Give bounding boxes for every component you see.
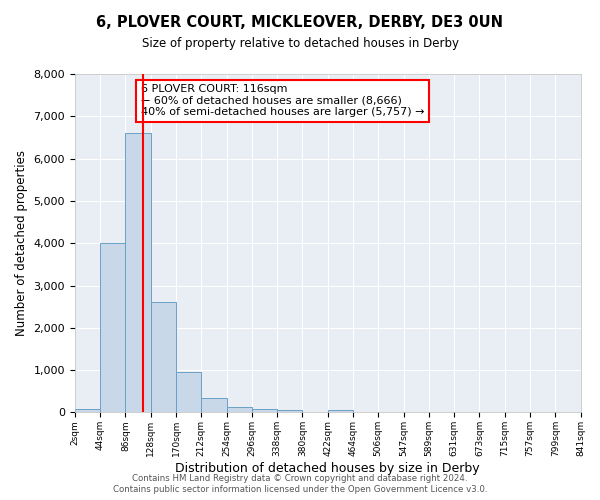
Bar xyxy=(100,243,125,412)
Y-axis label: Number of detached properties: Number of detached properties xyxy=(15,150,28,336)
Bar xyxy=(75,410,100,412)
Bar xyxy=(277,410,302,412)
Text: 6, PLOVER COURT, MICKLEOVER, DERBY, DE3 0UN: 6, PLOVER COURT, MICKLEOVER, DERBY, DE3 … xyxy=(97,15,503,30)
Text: 6 PLOVER COURT: 116sqm
← 60% of detached houses are smaller (8,666)
40% of semi-: 6 PLOVER COURT: 116sqm ← 60% of detached… xyxy=(140,84,424,117)
Bar xyxy=(227,406,252,412)
Bar xyxy=(252,410,277,412)
X-axis label: Distribution of detached houses by size in Derby: Distribution of detached houses by size … xyxy=(175,462,480,475)
Bar xyxy=(328,410,353,412)
Text: Contains HM Land Registry data © Crown copyright and database right 2024.
Contai: Contains HM Land Registry data © Crown c… xyxy=(113,474,487,494)
Bar xyxy=(125,133,151,412)
Bar xyxy=(176,372,202,412)
Text: Size of property relative to detached houses in Derby: Size of property relative to detached ho… xyxy=(142,38,458,51)
Bar xyxy=(151,302,176,412)
Bar xyxy=(202,398,227,412)
